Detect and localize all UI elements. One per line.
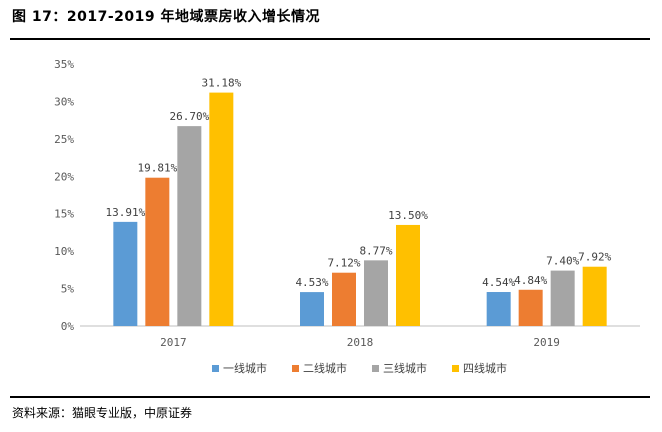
x-tick-label: 2019 (533, 336, 560, 349)
bar-2018-4 (396, 224, 420, 326)
y-tick-label: 5% (61, 283, 75, 296)
bar-2017-4 (209, 92, 234, 326)
data-label: 19.81% (137, 162, 177, 175)
y-tick-label: 10% (54, 245, 74, 258)
legend-label: 三线城市 (383, 361, 427, 375)
bar-2018-1 (300, 292, 324, 326)
x-tick-label: 2017 (160, 336, 187, 349)
legend-swatch (292, 365, 299, 372)
data-label: 31.18% (201, 77, 241, 90)
data-label: 7.92% (578, 251, 611, 264)
x-axis: 2017 2018 2019 (160, 336, 560, 349)
bar-2019-1 (486, 292, 511, 326)
source-note: 资料来源：猫眼专业版，中原证券 (12, 406, 193, 420)
data-label: 4.84% (514, 274, 547, 287)
y-tick-label: 30% (54, 95, 74, 108)
data-label: 4.54% (482, 276, 515, 289)
figure-title: 图 17：2017-2019 年地域票房收入增长情况 (12, 9, 320, 25)
data-labels: 13.91% 19.81% 26.70% 31.18% 4.53% 7.12%8.77% 1… (105, 77, 611, 289)
legend-swatch (452, 365, 459, 372)
legend-label: 二线城市 (303, 361, 347, 375)
bar-2019-2 (518, 289, 543, 326)
bar-2019-3 (550, 270, 575, 326)
data-label: 7.40% (546, 255, 579, 268)
y-tick-label: 0% (61, 320, 75, 333)
bar-2019-4 (582, 266, 607, 326)
bar-2018-2 (332, 272, 356, 326)
y-tick-label: 35% (54, 58, 74, 71)
data-label: 13.91% (105, 206, 145, 219)
data-label: 13.50% (388, 209, 428, 222)
bar-2017-1 (113, 221, 138, 326)
legend-swatch (372, 365, 379, 372)
bar-2018-3 (364, 260, 388, 326)
legend-label: 四线城市 (463, 361, 507, 375)
y-tick-label: 20% (54, 170, 74, 183)
y-axis: 0% 5% 10% 15% 20% 25% 30% 35% (54, 58, 74, 333)
bar-chart: 0% 5% 10% 15% 20% 25% 30% 35% 13.91% 19.81% 26.70… (54, 58, 640, 375)
bottom-rule (10, 396, 650, 398)
legend-label: 一线城市 (223, 361, 267, 375)
x-tick-label: 2018 (347, 336, 374, 349)
data-label: 7.12% (327, 257, 360, 270)
top-rule (10, 38, 650, 40)
data-label: 4.53% (295, 276, 328, 289)
data-label: 26.70% (169, 110, 209, 123)
data-label: 8.77% (359, 244, 392, 257)
legend: 一线城市 二线城市 三线城市 四线城市 (212, 361, 507, 375)
y-tick-label: 25% (54, 133, 74, 146)
bar-2017-3 (177, 126, 202, 326)
bar-2017-2 (145, 177, 170, 326)
legend-swatch (212, 365, 219, 372)
y-tick-label: 15% (54, 208, 74, 221)
bars (113, 92, 607, 326)
